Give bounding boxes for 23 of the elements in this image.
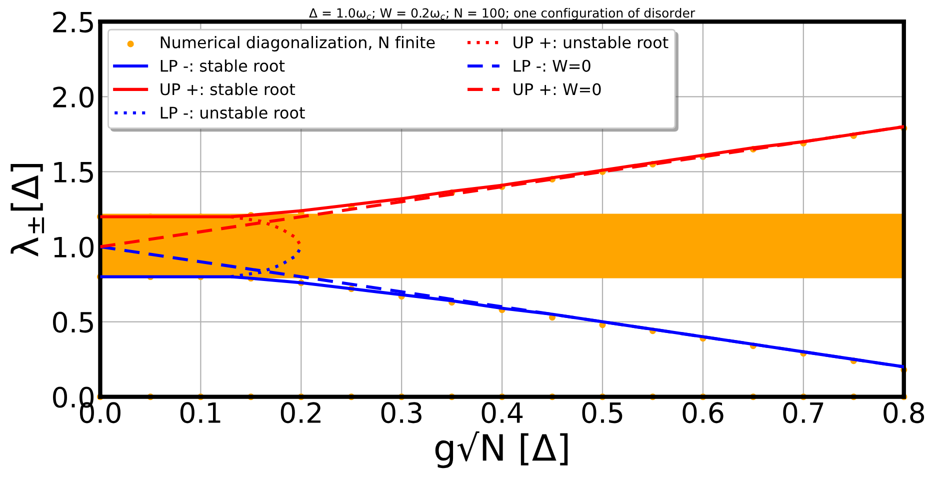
x-axis-title: g√N [Δ] bbox=[435, 431, 568, 468]
legend-label: UP +: W=0 bbox=[514, 83, 601, 96]
legend-label: LP -: unstable root bbox=[160, 106, 305, 119]
x-tick-label: 0.7 bbox=[783, 402, 824, 424]
legend-label: Numerical diagonalization, N finite bbox=[160, 36, 435, 52]
x-tick-label: 0.1 bbox=[180, 402, 220, 424]
y-tick-label: 0.5 bbox=[53, 312, 93, 333]
chart-title: Δ = 1.0ω$_{c}$; W = 0.2ω$_{c}$; N = 100; one configuration of disorder bbox=[309, 8, 696, 20]
x-tick-label: 0.6 bbox=[682, 402, 724, 424]
y-tick-label: 2.5 bbox=[53, 12, 93, 33]
y-tick-label: 1.0 bbox=[54, 236, 94, 258]
x-tick-label: 0.4 bbox=[482, 402, 523, 424]
x-tick-label: 0.8 bbox=[884, 402, 924, 424]
x-tick-label: 0.3 bbox=[381, 402, 422, 424]
y-tick-label: 2.0 bbox=[53, 86, 94, 108]
legend-label: LP -: stable root bbox=[160, 59, 285, 72]
x-tick-label: 0.2 bbox=[280, 402, 320, 424]
legend-label: UP +: unstable root bbox=[514, 36, 668, 48]
y-axis-title: λ$_{±}$[Δ] bbox=[10, 164, 44, 257]
legend-label: UP +: stable root bbox=[160, 82, 296, 96]
x-tick-label: 0.5 bbox=[582, 402, 622, 424]
y-tick-label: 1.5 bbox=[54, 162, 93, 183]
legend-label: LP -: W=0 bbox=[514, 60, 590, 72]
